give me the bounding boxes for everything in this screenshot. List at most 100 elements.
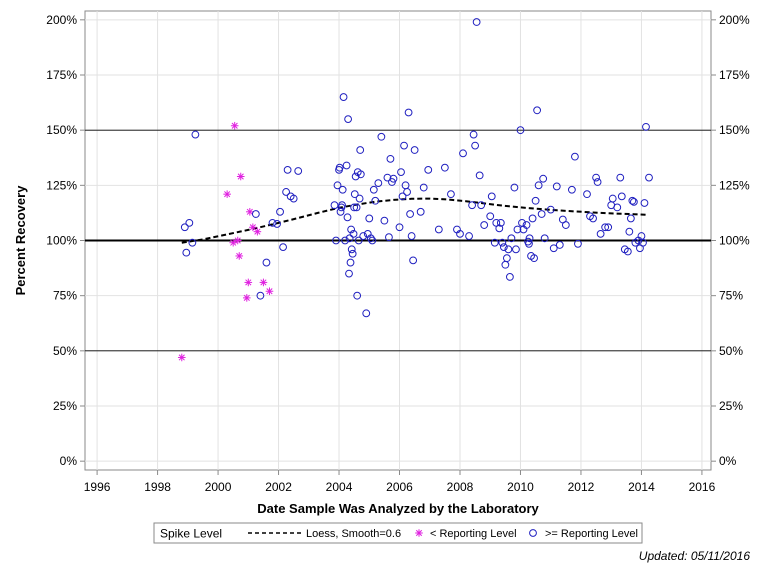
circle-point bbox=[404, 108, 413, 117]
circle-point bbox=[344, 115, 353, 124]
y-tick-label-left: 25% bbox=[53, 399, 77, 413]
x-tick-label: 2004 bbox=[326, 480, 353, 494]
legend-below-reporting-label: < Reporting Level bbox=[430, 528, 517, 540]
circle-point bbox=[273, 220, 281, 228]
circle-point bbox=[505, 273, 514, 281]
circle-point bbox=[359, 232, 368, 240]
circle-point bbox=[528, 214, 537, 223]
circle-point bbox=[407, 232, 416, 240]
legend-title: Spike Level bbox=[160, 527, 222, 541]
circle-point bbox=[333, 181, 342, 190]
circle-point bbox=[294, 167, 303, 175]
circle-point bbox=[341, 236, 349, 245]
circle-point bbox=[555, 241, 564, 249]
star-point bbox=[233, 236, 242, 245]
circle-point bbox=[625, 227, 634, 236]
circle-point bbox=[616, 173, 625, 182]
circle-point bbox=[345, 234, 354, 243]
circle-point bbox=[465, 232, 473, 240]
circle-point bbox=[335, 163, 344, 172]
circle-point bbox=[613, 203, 622, 212]
circle-point bbox=[490, 238, 499, 247]
circle-point bbox=[389, 174, 398, 183]
circle-point bbox=[456, 229, 464, 238]
data-points bbox=[177, 18, 653, 362]
circle-point bbox=[475, 171, 484, 180]
circle-point bbox=[386, 154, 395, 163]
circle-point bbox=[346, 258, 355, 267]
y-tick-label-right: 125% bbox=[719, 178, 750, 192]
y-tick-label-left: 50% bbox=[53, 344, 77, 358]
circle-point bbox=[353, 291, 362, 300]
circle-point bbox=[571, 152, 579, 161]
circle-point bbox=[502, 254, 511, 263]
y-tick-label-right: 0% bbox=[719, 454, 737, 468]
x-tick-label: 1996 bbox=[84, 480, 111, 494]
circle-point bbox=[546, 205, 555, 214]
star-point bbox=[253, 227, 262, 236]
circle-point bbox=[525, 234, 534, 243]
y-tick-label-left: 75% bbox=[53, 289, 77, 303]
circle-point bbox=[525, 239, 533, 248]
circle-point bbox=[504, 245, 513, 254]
circle-point bbox=[395, 223, 404, 232]
circle-point bbox=[180, 223, 189, 232]
circle-point bbox=[355, 194, 364, 203]
circle-point bbox=[589, 214, 597, 223]
axes: 0% 0% 25% 25% 50% 50% 75% 75% 100% 100% 125% 125% 15… bbox=[46, 13, 750, 494]
circle-point bbox=[608, 194, 617, 203]
y-tick-label-left: 0% bbox=[60, 454, 78, 468]
star-stroke bbox=[245, 279, 252, 286]
circle-point bbox=[349, 229, 358, 238]
circle-point bbox=[496, 218, 505, 227]
circle-point bbox=[434, 225, 443, 234]
circle-point bbox=[419, 183, 428, 192]
circle-point bbox=[347, 225, 356, 234]
circle-point bbox=[362, 309, 371, 318]
circle-point bbox=[356, 170, 365, 179]
circle-point bbox=[507, 234, 516, 243]
legend-box bbox=[153, 522, 643, 544]
circle-point bbox=[472, 18, 481, 26]
circle-point bbox=[182, 248, 191, 257]
x-tick-label: 2008 bbox=[447, 480, 474, 494]
star-point bbox=[259, 278, 268, 287]
circle-point bbox=[640, 199, 649, 207]
loess-line bbox=[181, 197, 648, 244]
loess-line-group bbox=[181, 197, 648, 244]
circle-point bbox=[268, 218, 277, 227]
circle-point bbox=[533, 106, 542, 115]
circle-point bbox=[574, 239, 582, 248]
circle-point bbox=[593, 178, 602, 186]
circle-point bbox=[338, 185, 347, 194]
y-tick-label-right: 100% bbox=[719, 234, 750, 248]
circle-point bbox=[440, 163, 449, 172]
circle-point bbox=[549, 244, 558, 253]
circle-point bbox=[279, 243, 287, 252]
circle-point bbox=[540, 234, 549, 243]
x-tick-label: 2016 bbox=[689, 480, 716, 494]
circle-point bbox=[347, 245, 356, 254]
circle-point bbox=[283, 165, 292, 174]
circle-point bbox=[561, 221, 570, 229]
circle-point bbox=[477, 201, 486, 210]
legend-circle-swatch bbox=[529, 529, 537, 537]
circle-point bbox=[424, 165, 433, 174]
circle-point bbox=[371, 196, 380, 205]
updated-footnote: Updated: 05/11/2016 bbox=[639, 549, 751, 563]
circle-point bbox=[601, 223, 610, 232]
star-stroke bbox=[231, 122, 238, 129]
y-tick-label-left: 175% bbox=[46, 68, 77, 82]
circle-point bbox=[469, 130, 478, 139]
circle-point bbox=[262, 258, 271, 267]
x-tick-label: 2014 bbox=[628, 480, 655, 494]
circle-point bbox=[369, 185, 378, 194]
circle-point bbox=[617, 192, 626, 201]
circle-point bbox=[512, 245, 520, 254]
star-point bbox=[230, 121, 239, 130]
circle-point bbox=[410, 146, 419, 154]
circle-point bbox=[348, 249, 357, 258]
circle-point bbox=[354, 236, 363, 245]
circle-point bbox=[583, 190, 591, 199]
